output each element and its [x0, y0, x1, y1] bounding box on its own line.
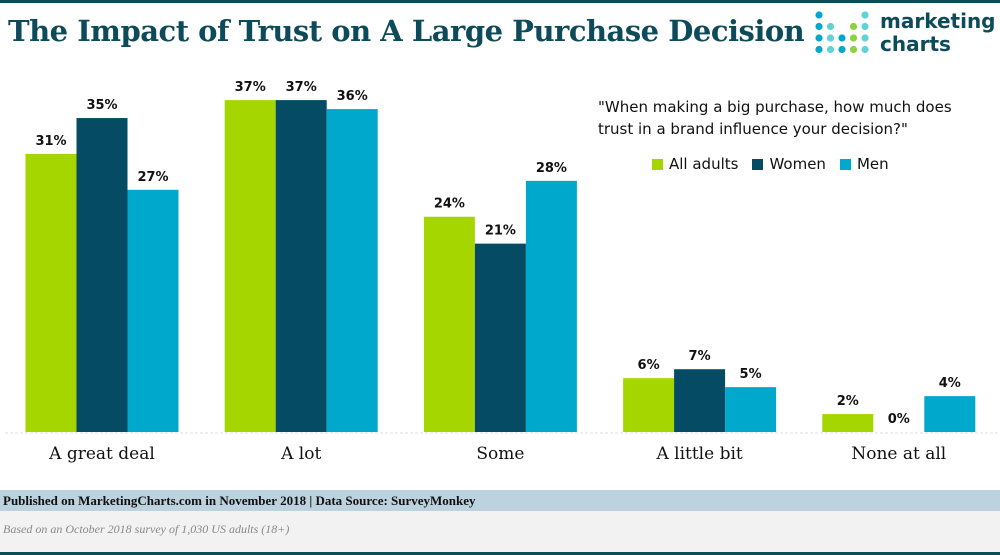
logo-text-1: marketing [880, 9, 996, 33]
bar [474, 243, 526, 432]
data-label: 37% [235, 80, 266, 95]
legend-swatch [652, 158, 663, 170]
legend-swatch [839, 158, 851, 170]
top-border [0, 0, 1000, 3]
footer-source: Published on MarketingCharts.com in Nove… [0, 490, 1000, 511]
logo-dot [815, 34, 823, 42]
logo-text-2: charts [880, 32, 951, 56]
x-tick-label: A great deal [48, 444, 155, 464]
legend-item-men: Men [839, 155, 889, 173]
x-tick-label: None at all [851, 444, 946, 464]
logo-dot [861, 22, 869, 31]
legend-item-all-adults: All adults [652, 155, 738, 173]
marketingcharts-logo-icon [815, 11, 869, 54]
data-label: 6% [638, 358, 660, 373]
x-tick-label: A lot [280, 444, 321, 464]
bar [623, 378, 675, 432]
data-label: 7% [689, 349, 711, 364]
data-label: 21% [485, 224, 516, 239]
subtitle-line-2: trust in a brand influence your decision… [598, 120, 908, 138]
logo-dot [815, 22, 823, 31]
bar [275, 100, 327, 433]
data-label: 4% [939, 376, 961, 391]
data-label: 28% [536, 161, 567, 176]
footer-note: Based on an October 2018 survey of 1,030… [0, 511, 1000, 552]
legend-swatch [752, 158, 764, 170]
data-label: 27% [137, 170, 168, 185]
bar [25, 153, 77, 432]
bar [822, 414, 874, 432]
data-label: 2% [837, 394, 859, 409]
legend-item-women: Women [752, 155, 826, 173]
logo-dot [861, 34, 869, 42]
data-label: 35% [86, 98, 117, 113]
data-label: 31% [35, 134, 66, 149]
bar [924, 396, 976, 432]
legend: All adults Women Men [652, 155, 889, 173]
logo-dot [838, 45, 846, 54]
x-tick-label: Some [476, 444, 524, 464]
logo-dot [815, 11, 823, 19]
bar [224, 100, 276, 433]
logo-text: marketing charts [880, 10, 996, 56]
bar [674, 369, 726, 432]
bar-chart: 31% 35% 27% A great deal 37% 37% 36% A lot 24% 21… [5, 80, 1000, 464]
bar [525, 180, 577, 432]
bottom-border [0, 552, 1000, 555]
logo-dot [826, 45, 835, 54]
legend-label: All adults [669, 155, 739, 173]
logo-dot [861, 45, 869, 54]
data-label: 24% [434, 197, 465, 212]
x-tick-label: A little bit [655, 444, 742, 464]
bar [326, 109, 378, 432]
data-label: 0% [888, 412, 910, 427]
logo-dot [826, 34, 835, 42]
legend-label: Women [769, 155, 826, 173]
logo-dot [849, 34, 858, 42]
logo-dot [849, 45, 858, 54]
data-label: 37% [286, 80, 317, 95]
bar [725, 387, 777, 432]
logo-dot [815, 45, 823, 54]
chart-title: The Impact of Trust on A Large Purchase … [8, 14, 805, 48]
data-label: 5% [740, 367, 762, 382]
subtitle-line-1: "When making a big purchase, how much do… [598, 98, 952, 116]
data-label: 36% [337, 89, 368, 104]
logo-dot [838, 34, 846, 42]
bar [76, 118, 128, 433]
chart-subtitle: "When making a big purchase, how much do… [598, 96, 952, 140]
bar [127, 189, 179, 432]
legend-label: Men [856, 155, 889, 173]
logo-dot [826, 22, 835, 31]
logo-dot [849, 22, 858, 31]
logo-dot [861, 11, 869, 19]
bar [423, 216, 475, 432]
